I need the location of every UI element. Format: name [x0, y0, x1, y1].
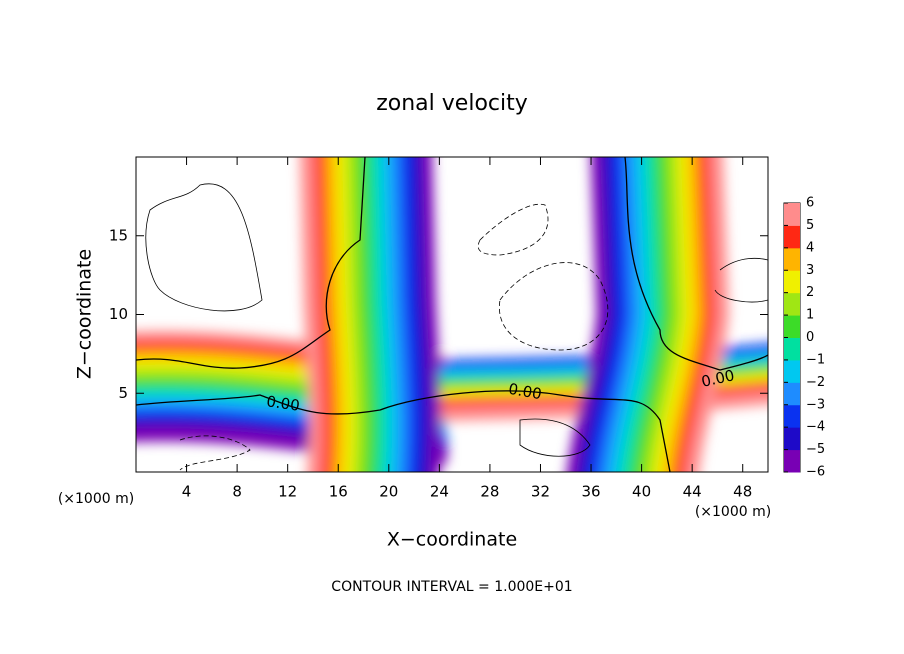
x-tick-label: 28 [480, 483, 499, 501]
colorbar-swatch [784, 359, 800, 383]
colorbar-swatch [784, 315, 800, 338]
field-band [631, 157, 676, 472]
colorbar-tick-label: −5 [806, 442, 825, 457]
field-band [364, 157, 388, 472]
colorbar-swatch [784, 203, 800, 226]
colorbar-tick-label: 1 [806, 308, 814, 323]
field-band [663, 157, 708, 472]
field-band [353, 157, 377, 472]
colorbar-tick-label: 0 [806, 330, 814, 345]
colorbar-tick-label: −1 [806, 352, 825, 367]
colorbar-swatch [784, 427, 800, 451]
colorbar-tick-label: 3 [806, 263, 814, 278]
x-tick-label: 4 [182, 483, 192, 501]
field-band [310, 157, 334, 472]
field-band [396, 157, 420, 472]
field-band [577, 157, 622, 472]
contour-lines [136, 157, 768, 472]
colorbar-tick-label: −6 [806, 465, 825, 480]
field-band [300, 157, 323, 472]
colorbar-tick-label: 2 [806, 285, 814, 300]
footer-note: CONTOUR INTERVAL = 1.000E+01 [331, 579, 572, 595]
colorbar-tick-label: 6 [806, 196, 814, 211]
colorbar-swatch [784, 270, 800, 294]
y-axis-label: Z−coordinate [74, 249, 96, 379]
field-band [342, 157, 366, 472]
x-axis-label: X−coordinate [387, 529, 517, 551]
y-unit-label: (×1000 m) [58, 491, 134, 507]
field-band [674, 157, 719, 472]
field-band [620, 157, 665, 472]
x-tick-label: 16 [329, 483, 348, 501]
colorbar-tick-label: −2 [806, 375, 825, 390]
x-tick-label: 8 [232, 483, 242, 501]
field-band [609, 157, 654, 472]
x-tick-label: 40 [632, 483, 651, 501]
y-tick-label: 5 [118, 384, 128, 402]
colorbar-tick-label: 5 [806, 218, 814, 233]
colorbar-swatch [784, 292, 800, 316]
x-tick-label: 12 [278, 483, 297, 501]
colorbar-swatch [784, 404, 800, 428]
contour-field [136, 157, 768, 472]
field-band [588, 157, 633, 472]
field-band [652, 157, 697, 472]
y-tick-label: 15 [109, 226, 128, 244]
colorbar-swatch [784, 337, 800, 361]
field-band [375, 157, 398, 472]
field-band [566, 157, 611, 472]
y-tick-label: 10 [109, 305, 128, 323]
x-tick-label: 36 [581, 483, 600, 501]
contour-label: 0.00 [265, 392, 301, 414]
field-band [418, 157, 441, 472]
x-unit-label: (×1000 m) [695, 504, 771, 520]
colorbar-swatch [784, 247, 800, 271]
colorbar-swatch [784, 449, 800, 473]
x-tick-label: 44 [683, 483, 702, 501]
x-tick-label: 20 [379, 483, 398, 501]
colorbar-tick-label: −3 [806, 397, 825, 412]
x-tick-label: 48 [733, 483, 752, 501]
x-tick-label: 24 [430, 483, 449, 501]
field-band [321, 157, 345, 472]
field-band [407, 157, 431, 472]
colorbar-swatch [784, 225, 800, 249]
colorbar-tick-label: −4 [806, 420, 825, 435]
field-band [385, 157, 409, 472]
field-band [599, 157, 643, 472]
field-band [685, 157, 729, 472]
chart-title: zonal velocity [376, 91, 528, 116]
colorbar-swatch [784, 382, 800, 406]
contour-label: 0.00 [507, 380, 543, 404]
field-band [332, 157, 355, 472]
colorbar-tick-label: 4 [806, 240, 814, 255]
field-band [642, 157, 686, 472]
x-tick-label: 32 [531, 483, 550, 501]
